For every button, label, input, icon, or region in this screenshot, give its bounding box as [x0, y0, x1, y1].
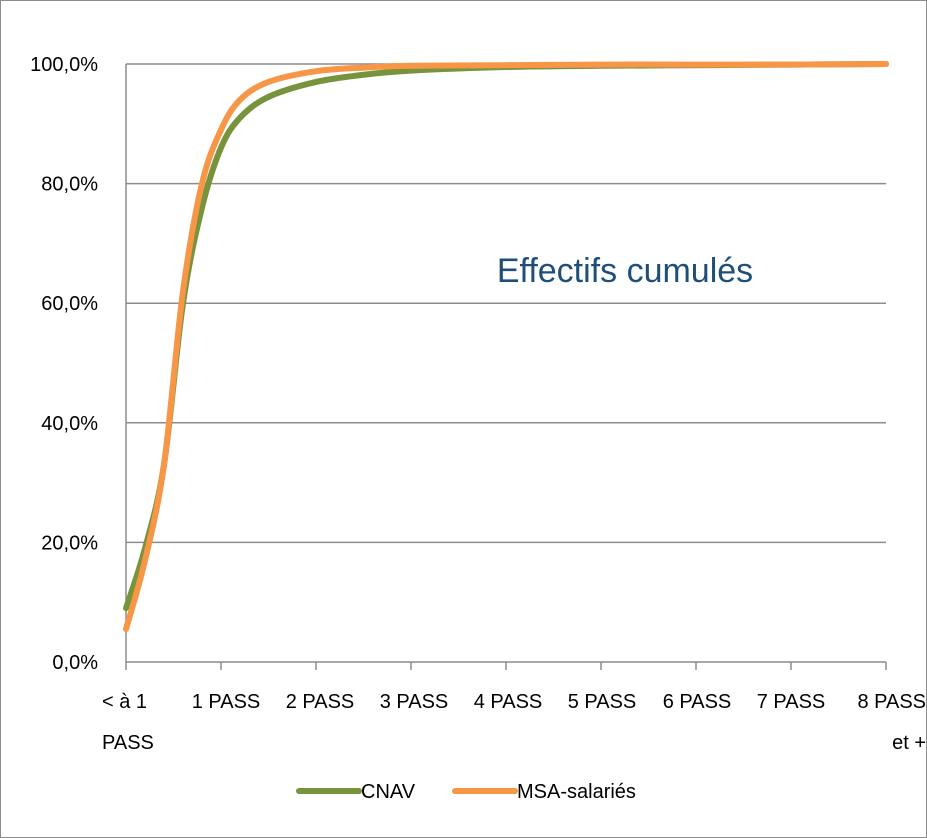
x-tick-label-line2: PASS	[102, 732, 154, 754]
y-tick-label: 60,0%	[41, 293, 98, 315]
x-tick-labels: < à 1 PASS 1 PASS 2 PASS 3 PASS 4 PASS 5 PASS 6…	[102, 691, 926, 754]
y-tick-label: 20,0%	[41, 532, 98, 554]
y-tick-label: 80,0%	[41, 174, 98, 196]
y-tick-label: 0,0%	[52, 652, 98, 674]
x-tick-label: 6 PASS	[663, 691, 732, 713]
chart-annotation: Effectifs cumulés	[497, 252, 753, 290]
series-lines	[123, 61, 889, 633]
x-tick-label: 4 PASS	[474, 691, 543, 713]
y-tick-labels: 0,0% 20,0% 40,0% 60,0% 80,0% 100,0%	[30, 54, 98, 674]
x-tick-label: 2 PASS	[286, 691, 355, 713]
legend-label-msa-salari-s: MSA-salariés	[517, 781, 636, 803]
axes	[125, 64, 887, 670]
x-tick-label: 7 PASS	[757, 691, 826, 713]
series-line-msa-salari-s	[123, 61, 889, 633]
x-tick-label: < à 1	[102, 691, 147, 713]
y-tick-label: 40,0%	[41, 413, 98, 435]
x-tick-label: 3 PASS	[380, 691, 449, 713]
x-tick-label: 8 PASS	[857, 691, 926, 713]
legend: CNAV MSA-salariés	[296, 781, 636, 803]
series-line-cnav	[123, 61, 889, 612]
gridlines	[126, 63, 886, 544]
x-tick-label: 5 PASS	[568, 691, 637, 713]
legend-label-cnav: CNAV	[361, 781, 416, 803]
x-tick-label-line2: et +	[892, 732, 926, 754]
y-tick-label: 100,0%	[30, 54, 98, 76]
x-tick-label: 1 PASS	[192, 691, 261, 713]
